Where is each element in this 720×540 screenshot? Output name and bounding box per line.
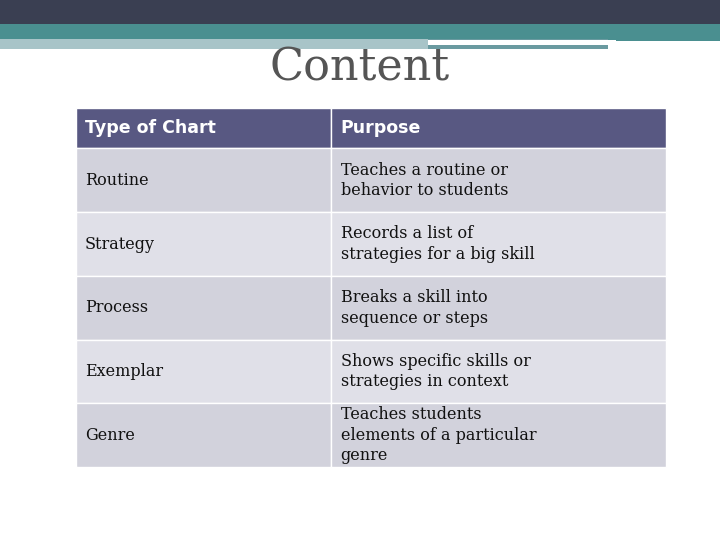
Text: Strategy: Strategy: [85, 235, 155, 253]
Bar: [331, 148, 666, 212]
Bar: [428, 39, 608, 49]
Bar: [0, 24, 720, 40]
Text: Purpose: Purpose: [341, 119, 421, 137]
Text: Routine: Routine: [85, 172, 148, 189]
Text: sequence or steps: sequence or steps: [341, 309, 487, 327]
Text: Teaches students: Teaches students: [341, 406, 481, 423]
Bar: [76, 212, 331, 276]
Bar: [76, 108, 331, 148]
Text: Type of Chart: Type of Chart: [85, 119, 216, 137]
Text: behavior to students: behavior to students: [341, 182, 508, 199]
Text: Teaches a routine or: Teaches a routine or: [341, 161, 508, 179]
Text: genre: genre: [341, 447, 388, 464]
Text: strategies for a big skill: strategies for a big skill: [341, 246, 534, 263]
Text: Shows specific skills or: Shows specific skills or: [341, 353, 531, 370]
Bar: [0, 0, 720, 24]
Bar: [331, 340, 666, 403]
Text: elements of a particular: elements of a particular: [341, 427, 536, 444]
Bar: [76, 276, 331, 340]
Text: strategies in context: strategies in context: [341, 373, 508, 390]
Bar: [76, 340, 331, 403]
Text: Exemplar: Exemplar: [85, 363, 163, 380]
Text: Breaks a skill into: Breaks a skill into: [341, 289, 487, 306]
Bar: [428, 40, 616, 45]
Bar: [0, 39, 428, 49]
Bar: [331, 212, 666, 276]
Text: Content: Content: [270, 46, 450, 89]
Text: Records a list of: Records a list of: [341, 225, 473, 242]
Text: Genre: Genre: [85, 427, 135, 444]
Bar: [331, 403, 666, 467]
Bar: [331, 276, 666, 340]
Bar: [76, 148, 331, 212]
Bar: [76, 403, 331, 467]
Bar: [331, 108, 666, 148]
Text: Process: Process: [85, 299, 148, 316]
